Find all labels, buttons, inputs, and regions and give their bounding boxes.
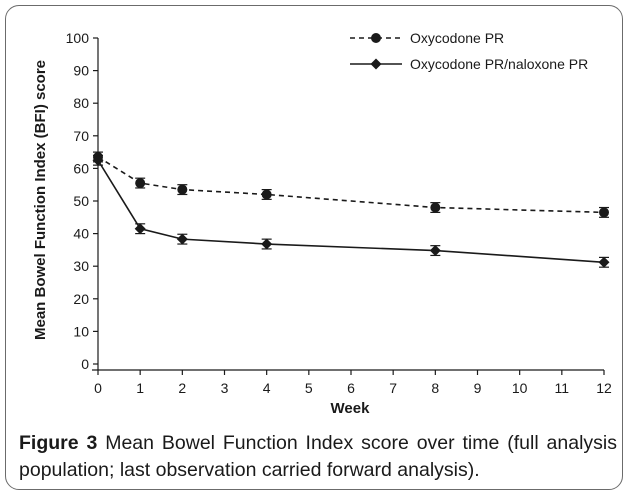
- figure-caption: Figure 3 Mean Bowel Function Index score…: [19, 430, 617, 484]
- y-axis-label: Mean Bowel Function Index (BFI) score: [32, 60, 49, 340]
- x-tick-label: 5: [305, 380, 313, 396]
- y-tick-label: 60: [73, 160, 89, 176]
- legend-label: Oxycodone PR: [410, 30, 504, 46]
- legend-entry-2: Oxycodone PR/naloxone PR: [350, 56, 588, 72]
- data-point: [429, 245, 441, 257]
- y-tick-label: 50: [73, 193, 89, 209]
- y-tick-label: 20: [73, 291, 89, 307]
- chart-series-layer: [92, 151, 610, 268]
- data-point: [135, 178, 146, 189]
- x-tick-label: 8: [431, 380, 439, 396]
- y-tick-label: 80: [73, 95, 89, 111]
- data-point: [176, 233, 188, 245]
- x-tick-label: 11: [555, 380, 570, 396]
- y-tick-label: 0: [81, 356, 89, 372]
- y-tick-label: 100: [66, 30, 90, 46]
- series-2: [92, 154, 610, 268]
- data-point: [599, 207, 609, 218]
- x-tick-label: 7: [389, 380, 397, 396]
- data-point: [177, 184, 188, 195]
- y-tick-label: 90: [73, 63, 89, 79]
- figure-label: Figure 3: [19, 432, 98, 454]
- x-tick-label: 2: [178, 380, 186, 396]
- series-1: [93, 151, 609, 218]
- x-tick-label: 10: [512, 380, 528, 396]
- legend-marker: [370, 58, 382, 70]
- x-axis-label: Week: [331, 400, 371, 417]
- y-tick-label: 30: [73, 258, 89, 274]
- chart-legend: Oxycodone PR Oxycodone PR/naloxone PR: [350, 30, 588, 72]
- data-point: [92, 154, 104, 166]
- y-tick-label: 40: [73, 226, 89, 242]
- x-tick-label: 4: [263, 380, 271, 396]
- figure-caption-text: Mean Bowel Function Index score over tim…: [19, 432, 617, 481]
- x-tick-label: 12: [596, 380, 612, 396]
- x-tick-label: 0: [94, 380, 102, 396]
- legend-entry-1: Oxycodone PR: [350, 30, 504, 46]
- x-tick-label: 3: [221, 380, 229, 396]
- legend-label: Oxycodone PR/naloxone PR: [410, 56, 588, 72]
- y-tick-label: 70: [73, 128, 89, 144]
- x-tick-label: 1: [136, 380, 144, 396]
- data-point: [134, 223, 146, 235]
- series-line: [97, 159, 605, 264]
- data-point: [430, 202, 441, 213]
- y-tick-label: 10: [73, 323, 89, 339]
- data-point: [261, 189, 272, 200]
- data-point: [261, 238, 273, 250]
- x-tick-label: 6: [347, 380, 355, 396]
- legend-marker: [371, 33, 381, 43]
- series-line: [97, 156, 605, 214]
- data-point: [598, 256, 610, 268]
- figure-frame: [5, 5, 623, 490]
- x-tick-label: 9: [474, 380, 482, 396]
